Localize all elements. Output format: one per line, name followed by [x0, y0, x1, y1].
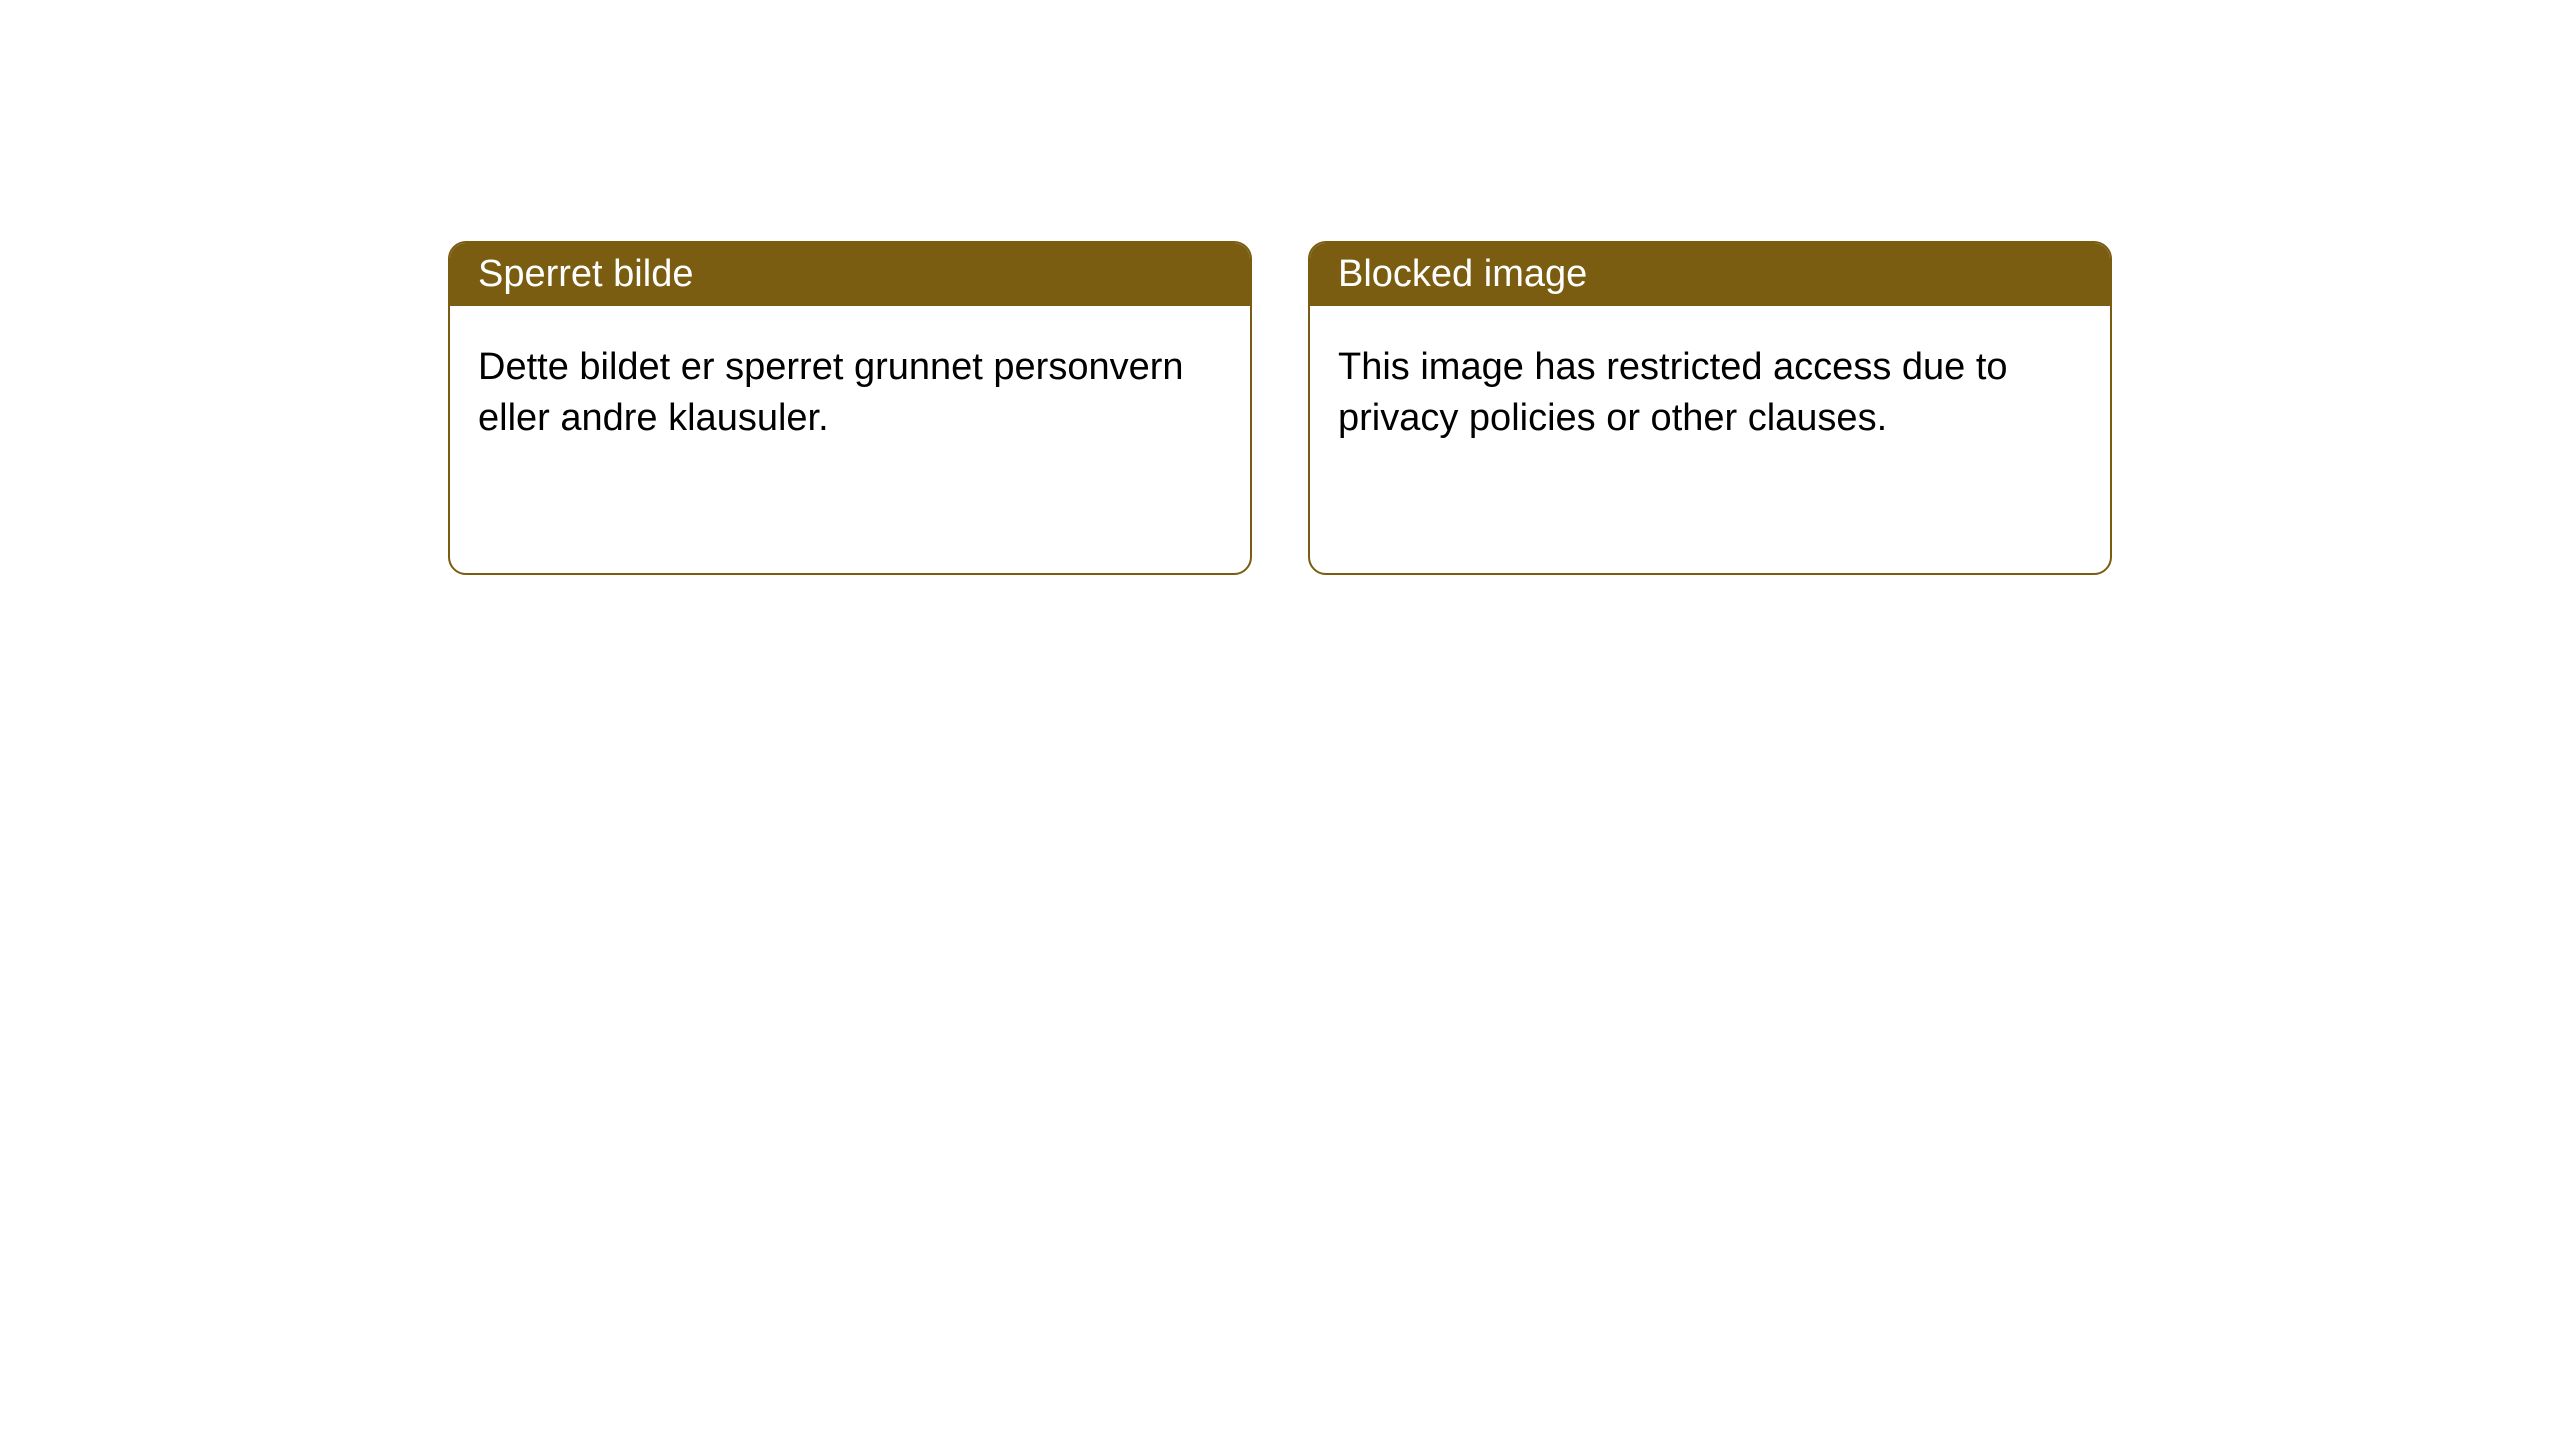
card-header: Blocked image — [1310, 243, 2110, 306]
blocked-image-card-no: Sperret bilde Dette bildet er sperret gr… — [448, 241, 1252, 575]
card-body: This image has restricted access due to … — [1310, 306, 2110, 481]
card-header: Sperret bilde — [450, 243, 1250, 306]
notice-container: Sperret bilde Dette bildet er sperret gr… — [0, 0, 2560, 575]
blocked-image-card-en: Blocked image This image has restricted … — [1308, 241, 2112, 575]
card-body: Dette bildet er sperret grunnet personve… — [450, 306, 1250, 481]
